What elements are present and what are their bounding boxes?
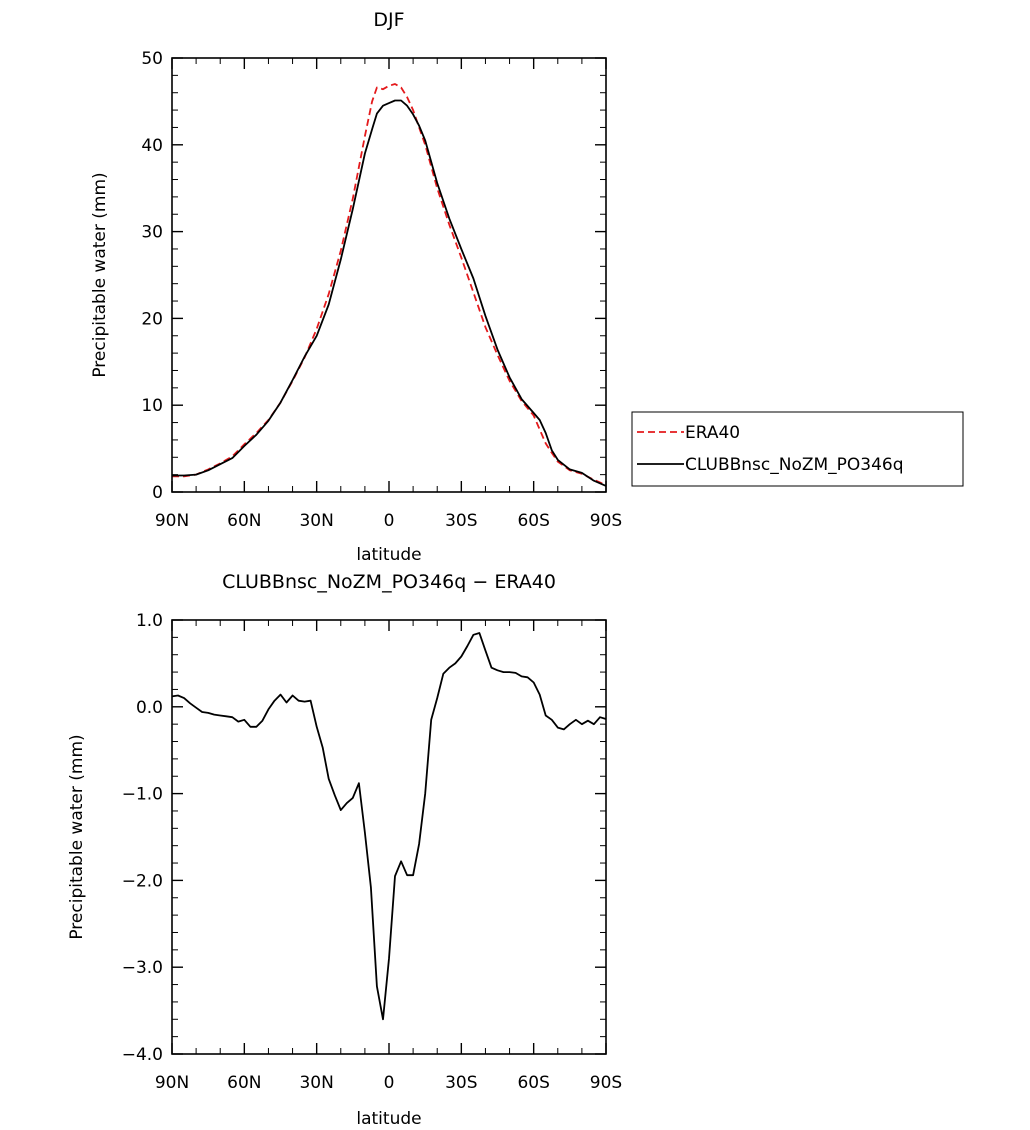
bottom-series-model-line	[171, 632, 607, 1021]
bottom-x-axis-label: latitude	[356, 1109, 421, 1129]
bottom-plot-frame	[171, 619, 607, 1055]
bottom-chart-title: CLUBBnsc_NoZM_PO346q − ERA40	[222, 571, 556, 593]
top-y-axis: 0 10 20 30 40 50	[141, 49, 606, 503]
top-x-axis-label: latitude	[356, 545, 421, 565]
top-xtick-label: 60S	[517, 511, 549, 531]
bottom-xtick-label: 60S	[517, 1073, 549, 1093]
top-plot-area	[172, 83, 607, 487]
top-x-axis: 90N 60N 30N 0 30S 60S 90S	[155, 58, 622, 531]
bottom-x-axis: 90N 60N 30N 0 30S 60S 90S	[155, 620, 622, 1093]
bottom-ytick-label: −4.0	[122, 1045, 163, 1065]
bottom-xtick-label: 60N	[227, 1073, 261, 1093]
top-plot-frame	[171, 57, 607, 493]
legend-model-label: CLUBBnsc_NoZM_PO346q	[685, 455, 904, 475]
bottom-ytick-label: −2.0	[122, 871, 163, 891]
bottom-ytick-label: 0.0	[136, 698, 163, 718]
top-series-model-line	[172, 99, 607, 487]
bottom-y-axis: −4.0 −3.0 −2.0 −1.0 0.0 1.0	[122, 611, 606, 1065]
top-ytick-label: 20	[141, 309, 163, 329]
bottom-ytick-label: −1.0	[122, 785, 163, 805]
top-xtick-label: 30N	[299, 511, 333, 531]
bottom-ytick-label: −3.0	[122, 958, 163, 978]
bottom-xtick-label: 30N	[299, 1073, 333, 1093]
top-xtick-label: 0	[384, 511, 395, 531]
top-chart-title: DJF	[373, 9, 404, 31]
legend: ERA40 CLUBBnsc_NoZM_PO346q	[631, 411, 964, 487]
bottom-xtick-label: 90S	[590, 1073, 622, 1093]
top-y-axis-label: Precipitable water (mm)	[90, 172, 110, 377]
top-xtick-label: 90N	[155, 511, 189, 531]
bottom-ytick-label: 1.0	[136, 611, 163, 631]
bottom-xtick-label: 90N	[155, 1073, 189, 1093]
top-ytick-label: 40	[141, 136, 163, 156]
top-ytick-label: 0	[152, 483, 163, 503]
top-xtick-label: 60N	[227, 511, 261, 531]
top-xtick-label: 90S	[590, 511, 622, 531]
bottom-plot-area	[171, 632, 607, 1021]
legend-box	[631, 411, 964, 487]
top-xtick-label: 30S	[445, 511, 477, 531]
top-ytick-label: 30	[141, 223, 163, 243]
top-series-era40-line	[172, 83, 607, 486]
legend-era40-label: ERA40	[685, 423, 740, 443]
top-panel: DJF 0 10 20 30 40 50 90N 60N 30N 0 30S 60S 90S lati…	[90, 9, 622, 565]
bottom-panel: CLUBBnsc_NoZM_PO346q − ERA40 −4.0 −3.0 −2.…	[67, 571, 622, 1129]
top-ytick-label: 50	[141, 49, 163, 69]
bottom-y-axis-label: Precipitable water (mm)	[67, 734, 87, 939]
bottom-xtick-label: 30S	[445, 1073, 477, 1093]
bottom-xtick-label: 0	[384, 1073, 395, 1093]
top-ytick-label: 10	[141, 396, 163, 416]
